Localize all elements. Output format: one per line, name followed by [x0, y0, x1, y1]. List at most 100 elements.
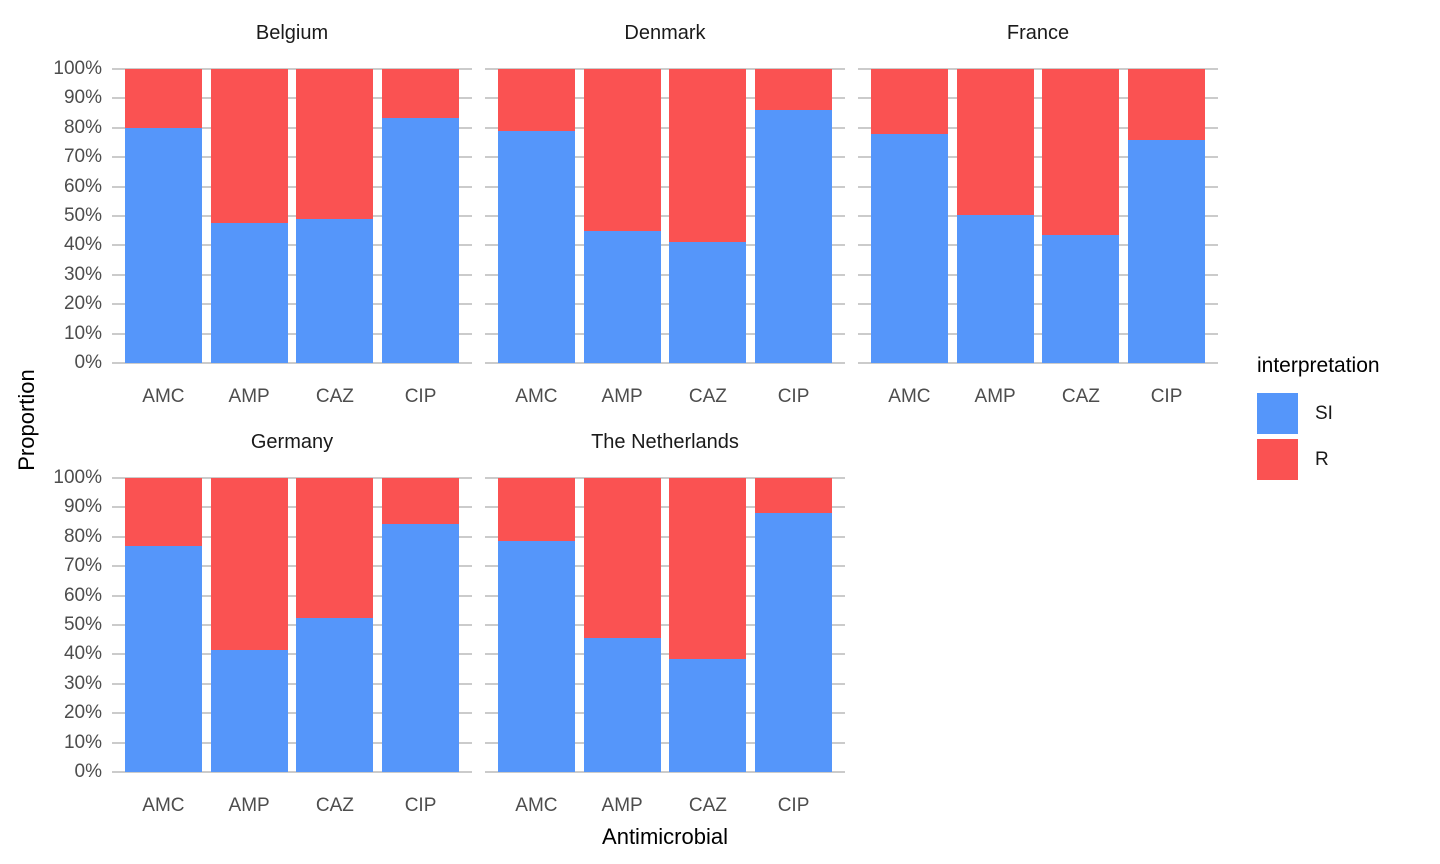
- x-tick-label: AMC: [515, 795, 558, 816]
- y-axis-title: Proportion: [14, 369, 39, 471]
- bar-segment-si: [497, 130, 575, 363]
- bar-segment-si: [124, 545, 202, 772]
- facet-panel-denmark: [485, 68, 845, 364]
- gridline: [485, 362, 845, 364]
- x-tick-label: AMC: [142, 795, 185, 816]
- y-tick-label: 50%: [63, 614, 102, 635]
- bar-denmark-amp: [583, 69, 661, 363]
- gridline: [858, 215, 1218, 217]
- gridline: [485, 594, 845, 597]
- bar-segment-si: [210, 650, 288, 772]
- bar-segment-r: [583, 69, 661, 231]
- x-tick-label: AMP: [601, 386, 643, 407]
- bar-segment-si: [583, 230, 661, 363]
- gridline: [112, 273, 472, 276]
- x-tick-label: AMP: [228, 386, 270, 407]
- gridline: [485, 273, 845, 276]
- gridline: [112, 244, 472, 247]
- y-tick-label: 100%: [53, 58, 102, 79]
- bar-france-amc: [870, 69, 948, 363]
- bar-segment-r: [124, 478, 202, 546]
- bar-segment-r: [210, 478, 288, 650]
- gridline: [485, 535, 845, 538]
- x-tick-label: CAZ: [688, 795, 727, 816]
- bar-segment-r: [754, 69, 833, 111]
- gridline: [485, 68, 845, 70]
- facet-title-germany: Germany: [250, 431, 334, 453]
- gridline: [485, 126, 845, 129]
- bar-segment-si: [870, 133, 948, 363]
- bar-denmark-caz: [669, 69, 747, 363]
- y-tick-label: 70%: [63, 555, 102, 577]
- gridline: [485, 741, 845, 744]
- y-tick-label: 100%: [53, 467, 102, 488]
- facet-panel-germany: [112, 477, 472, 773]
- gridline: [485, 682, 845, 685]
- y-tick-label: 20%: [63, 702, 102, 724]
- gridline: [112, 126, 472, 129]
- y-tick-label: 80%: [63, 116, 102, 138]
- gridline: [112, 477, 472, 479]
- gridline: [112, 624, 472, 626]
- gridline: [112, 68, 472, 70]
- gridline: [112, 506, 472, 509]
- gridline: [485, 185, 845, 188]
- bar-france-caz: [1042, 69, 1120, 363]
- bar-segment-r: [870, 69, 948, 134]
- bar-segment-si: [497, 541, 575, 772]
- y-tick-label: 10%: [63, 322, 102, 344]
- gridline: [485, 477, 845, 479]
- bar-belgium-cip: [381, 69, 460, 363]
- gridline: [858, 68, 1218, 70]
- y-tick-label: 60%: [63, 584, 102, 606]
- gridline: [858, 126, 1218, 129]
- bar-germany-amp: [210, 478, 288, 772]
- gridline: [485, 771, 845, 773]
- y-tick-label: 10%: [63, 731, 102, 753]
- y-tick-label: 0%: [74, 761, 102, 782]
- bar-segment-r: [381, 69, 460, 118]
- legend-key-r-icon: [1257, 439, 1298, 480]
- x-tick-label: AMC: [142, 386, 185, 407]
- gridline: [485, 712, 845, 715]
- bar-segment-r: [296, 69, 374, 219]
- x-tick-label: CAZ: [688, 386, 727, 407]
- y-tick-label: 50%: [63, 205, 102, 226]
- x-tick-label: CIP: [404, 795, 437, 816]
- y-tick-label: 90%: [63, 87, 102, 109]
- bar-segment-r: [956, 69, 1034, 215]
- bar-the-netherlands-amp: [583, 478, 661, 772]
- gridline: [858, 303, 1218, 306]
- bar-segment-r: [754, 478, 833, 514]
- bar-belgium-caz: [296, 69, 374, 363]
- gridline: [485, 332, 845, 335]
- y-tick-label: 40%: [63, 643, 102, 665]
- gridline: [858, 362, 1218, 364]
- bar-segment-si: [210, 223, 288, 363]
- x-tick-label: CIP: [777, 795, 810, 816]
- gridline: [858, 97, 1218, 100]
- bar-segment-r: [1127, 69, 1206, 140]
- bar-segment-r: [1042, 69, 1120, 236]
- bar-segment-si: [381, 523, 460, 772]
- bar-segment-r: [296, 478, 374, 618]
- y-tick-label: 20%: [63, 293, 102, 315]
- y-tick-label: 70%: [63, 146, 102, 168]
- bar-segment-si: [669, 658, 747, 772]
- bar-segment-r: [381, 478, 460, 524]
- y-tick-label: 30%: [63, 672, 102, 694]
- x-tick-label: AMC: [888, 386, 931, 407]
- x-tick-label: CIP: [404, 386, 437, 407]
- y-tick-label: 30%: [63, 263, 102, 285]
- gridline: [485, 244, 845, 247]
- bar-germany-caz: [296, 478, 374, 772]
- bar-france-cip: [1127, 69, 1206, 363]
- gridline: [858, 156, 1218, 159]
- gridline: [112, 215, 472, 217]
- bar-denmark-cip: [754, 69, 833, 363]
- y-tick-label: 0%: [74, 352, 102, 373]
- bar-belgium-amc: [124, 69, 202, 363]
- facet-panel-france: [858, 68, 1218, 364]
- facet-panel-the-netherlands: [485, 477, 845, 773]
- y-tick-label: 90%: [63, 496, 102, 518]
